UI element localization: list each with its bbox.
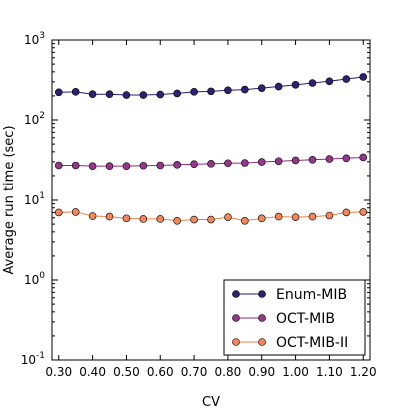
- y-axis-title: Average run time (sec): [2, 125, 17, 274]
- data-point: [71, 88, 80, 96]
- y-tick-base: 10: [24, 193, 39, 207]
- x-tick-label: 0.60: [147, 365, 174, 379]
- data-point: [54, 208, 63, 217]
- data-point: [156, 90, 165, 99]
- legend-marker: [232, 314, 240, 322]
- y-tick-exponent: -1: [36, 351, 45, 361]
- y-tick-exponent: 3: [39, 31, 45, 41]
- legend-label: Enum-MIB: [276, 287, 347, 303]
- legend-marker: [258, 290, 266, 298]
- x-tick-label: 0.90: [248, 365, 275, 379]
- data-point: [241, 159, 249, 167]
- data-point: [54, 161, 63, 170]
- data-point: [190, 215, 198, 224]
- data-point: [342, 154, 351, 163]
- data-point: [139, 161, 148, 170]
- data-point: [122, 214, 131, 223]
- data-point: [122, 162, 131, 170]
- x-axis: 0.30 0.40 0.50 0.60 0.70 0.80 0.90 1.00 1.10 1.20: [45, 40, 377, 379]
- y-tick-exponent: 1: [39, 191, 45, 201]
- y-tick-label: 10-1: [21, 351, 45, 367]
- data-point: [359, 73, 368, 81]
- data-point: [105, 162, 114, 170]
- data-point: [359, 153, 368, 162]
- data-point: [257, 84, 266, 92]
- data-point: [342, 75, 351, 83]
- data-point: [54, 88, 63, 97]
- y-tick-base: 10: [24, 113, 39, 127]
- legend-marker: [258, 338, 266, 346]
- y-tick-label: 103: [24, 31, 45, 47]
- data-point: [308, 156, 317, 164]
- data-point: [207, 215, 215, 224]
- y-tick-label: 101: [24, 191, 45, 207]
- x-tick-label: 0.50: [113, 365, 140, 379]
- x-tick-label: 0.40: [79, 365, 106, 379]
- data-point: [257, 214, 266, 223]
- data-point: [71, 161, 80, 170]
- x-tick-label: 1.20: [350, 365, 377, 379]
- x-tick-label: 0.80: [215, 365, 242, 379]
- y-tick-label: 100: [24, 271, 45, 287]
- data-point: [325, 211, 334, 220]
- data-point: [291, 81, 300, 89]
- legend-marker: [232, 290, 240, 298]
- data-point: [156, 161, 165, 170]
- x-tick-label: 0.30: [45, 365, 72, 379]
- data-point: [257, 158, 266, 166]
- data-point: [88, 90, 97, 99]
- data-point: [325, 155, 334, 163]
- y-tick-base: 10: [24, 33, 39, 47]
- x-tick-label: 0.70: [181, 365, 208, 379]
- data-point: [190, 88, 198, 96]
- data-point: [88, 212, 97, 220]
- data-point: [224, 159, 232, 168]
- y-tick-exponent: 2: [39, 111, 45, 121]
- y-tick-base: 10: [24, 273, 39, 287]
- data-point: [308, 212, 317, 221]
- data-point: [241, 85, 249, 94]
- data-point: [274, 212, 283, 221]
- data-point: [274, 82, 283, 91]
- data-point: [308, 79, 317, 87]
- x-tick-label: 1.00: [282, 365, 309, 379]
- series-layer: [54, 73, 368, 225]
- data-point: [325, 77, 334, 86]
- data-point: [139, 91, 148, 99]
- data-point: [173, 89, 181, 98]
- data-point: [105, 90, 114, 99]
- data-point: [122, 91, 131, 99]
- data-point: [241, 216, 249, 225]
- data-point: [207, 87, 215, 96]
- legend-label: OCT-MIB: [276, 311, 335, 327]
- data-point: [105, 212, 114, 221]
- data-point: [71, 208, 80, 216]
- legend-marker: [258, 314, 266, 322]
- legend-label: OCT-MIB-II: [276, 335, 348, 351]
- data-point: [224, 86, 232, 95]
- data-point: [190, 160, 198, 169]
- legend: Enum-MIB OCT-MIB OCT-MIB-II: [223, 279, 366, 356]
- data-point: [156, 215, 165, 223]
- data-point: [274, 157, 283, 166]
- data-point: [224, 213, 232, 221]
- y-tick-label: 102: [24, 111, 45, 127]
- legend-marker: [232, 338, 240, 346]
- data-point: [359, 208, 368, 216]
- x-axis-title: CV: [202, 395, 220, 410]
- y-tick-exponent: 0: [39, 271, 45, 281]
- data-point: [342, 208, 351, 217]
- x-tick-label: 1.10: [316, 365, 343, 379]
- data-point: [139, 215, 148, 223]
- data-point: [88, 162, 97, 170]
- data-point: [291, 156, 300, 165]
- data-point: [173, 216, 181, 225]
- y-tick-base: 10: [21, 353, 36, 367]
- data-point: [173, 161, 181, 169]
- data-point: [207, 160, 215, 168]
- data-point: [291, 213, 300, 221]
